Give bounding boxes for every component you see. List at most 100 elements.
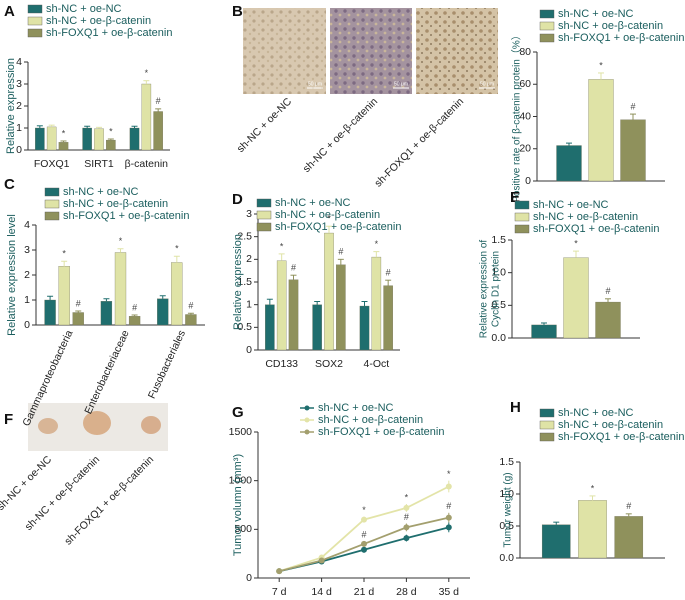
ihc-image (330, 8, 412, 94)
significance-mark: # (291, 263, 296, 273)
bar (100, 301, 113, 326)
legend-label: sh-NC + oe-NC (63, 186, 139, 198)
data-point (361, 546, 367, 553)
significance-mark: * (447, 469, 451, 479)
legend-swatch (44, 211, 60, 221)
y-tick-label: 1.0 (491, 266, 506, 278)
bar (312, 304, 322, 351)
significance-mark: * (62, 128, 66, 138)
panel-letter: H (510, 399, 521, 416)
y-tick-label: 500 (234, 523, 252, 535)
bar (153, 111, 163, 151)
bar (595, 301, 621, 339)
bar (563, 257, 589, 339)
data-point (403, 524, 410, 531)
bar (371, 256, 382, 351)
legend-swatch (514, 212, 530, 222)
data-point (403, 504, 410, 511)
x-tick-label: CD133 (265, 358, 298, 370)
significance-mark: # (630, 101, 635, 111)
bar (58, 266, 70, 326)
significance-mark: * (109, 126, 113, 136)
legend-label: sh-NC + oe-NC (275, 197, 351, 209)
legend-label: sh-NC + oe-NC (533, 199, 609, 211)
y-tick-label: 1500 (229, 426, 253, 438)
legend-swatch (539, 33, 555, 43)
y-tick-label: 80 (519, 46, 531, 58)
significance-mark: * (175, 244, 179, 254)
tumor (38, 418, 58, 434)
y-tick-label: 3 (246, 208, 252, 220)
legend-swatch (539, 9, 555, 19)
x-tick-label: SIRT1 (84, 158, 114, 170)
bar (44, 299, 56, 326)
panel-letter: F (4, 411, 13, 428)
bar (185, 314, 197, 326)
significance-mark: # (626, 501, 631, 511)
legend-marker (304, 417, 310, 423)
panel-letter: E (510, 189, 520, 206)
bar (556, 145, 582, 182)
y-tick-label: 20 (519, 143, 531, 155)
data-point (445, 483, 452, 490)
image-label: sh-NC + oe-β-catenin (301, 95, 381, 175)
bar (35, 127, 45, 151)
data-point (403, 535, 410, 542)
bar (541, 524, 571, 559)
significance-mark: * (62, 249, 66, 259)
bar (359, 305, 370, 351)
significance-mark: * (119, 236, 123, 246)
panel-letter: B (232, 3, 243, 20)
bar (157, 298, 169, 326)
significance-mark: * (375, 239, 379, 249)
data-point (318, 557, 325, 564)
y-axis-label: Relative expression level (6, 214, 18, 336)
y-tick-label: 2 (246, 253, 252, 265)
bar (276, 260, 287, 351)
y-tick-label: 0.0 (491, 332, 506, 344)
y-tick-label: 1 (16, 122, 22, 134)
bar (588, 79, 614, 182)
y-tick-label: 2.5 (237, 230, 252, 242)
bar (46, 126, 57, 151)
y-tick-label: 1.5 (237, 276, 252, 288)
panel-letter: D (232, 191, 243, 208)
legend-label: sh-NC + oe-NC (558, 8, 634, 20)
y-tick-label: 0.5 (499, 520, 514, 532)
bar (265, 304, 275, 351)
legend-label: sh-NC + oe-NC (318, 402, 394, 414)
bar (531, 324, 557, 339)
y-axis-label: Tumor volumn (mm³) (232, 454, 244, 556)
x-tick-label: FOXQ1 (34, 158, 70, 170)
panel-letter: C (4, 176, 15, 193)
bar (106, 139, 116, 151)
significance-mark: * (591, 483, 595, 493)
ihc-image (243, 8, 326, 94)
y-tick-label: 2 (16, 100, 22, 112)
legend-label: sh-FOXQ1 + oe-β-catenin (63, 210, 189, 222)
y-tick-label: 3 (16, 78, 22, 90)
y-axis-label: Cyclin D1 protein (491, 251, 502, 327)
panel-letter: A (4, 3, 15, 20)
bar (614, 516, 644, 559)
x-tick-label: 21 d (354, 586, 375, 598)
bar (114, 252, 127, 326)
y-axis-label: Relative expression of (479, 240, 490, 339)
legend-swatch (514, 224, 530, 234)
y-tick-label: 0 (246, 572, 252, 584)
bar (82, 127, 92, 151)
legend-swatch (44, 187, 60, 197)
bar (72, 312, 84, 326)
x-tick-label: 7 d (272, 586, 287, 598)
scale-bar-label: 50 μm (480, 81, 494, 87)
scale-bar-label: 50 μm (394, 81, 408, 87)
y-tick-label: 0.0 (499, 552, 514, 564)
data-point (361, 540, 367, 547)
legend-label: sh-FOXQ1 + oe-β-catenin (318, 426, 444, 438)
y-tick-label: 1 (246, 298, 252, 310)
legend-marker (304, 405, 310, 411)
significance-mark: # (605, 286, 610, 296)
legend-label: sh-FOXQ1 + oe-β-catenin (558, 431, 684, 443)
y-tick-label: 4 (24, 219, 30, 231)
